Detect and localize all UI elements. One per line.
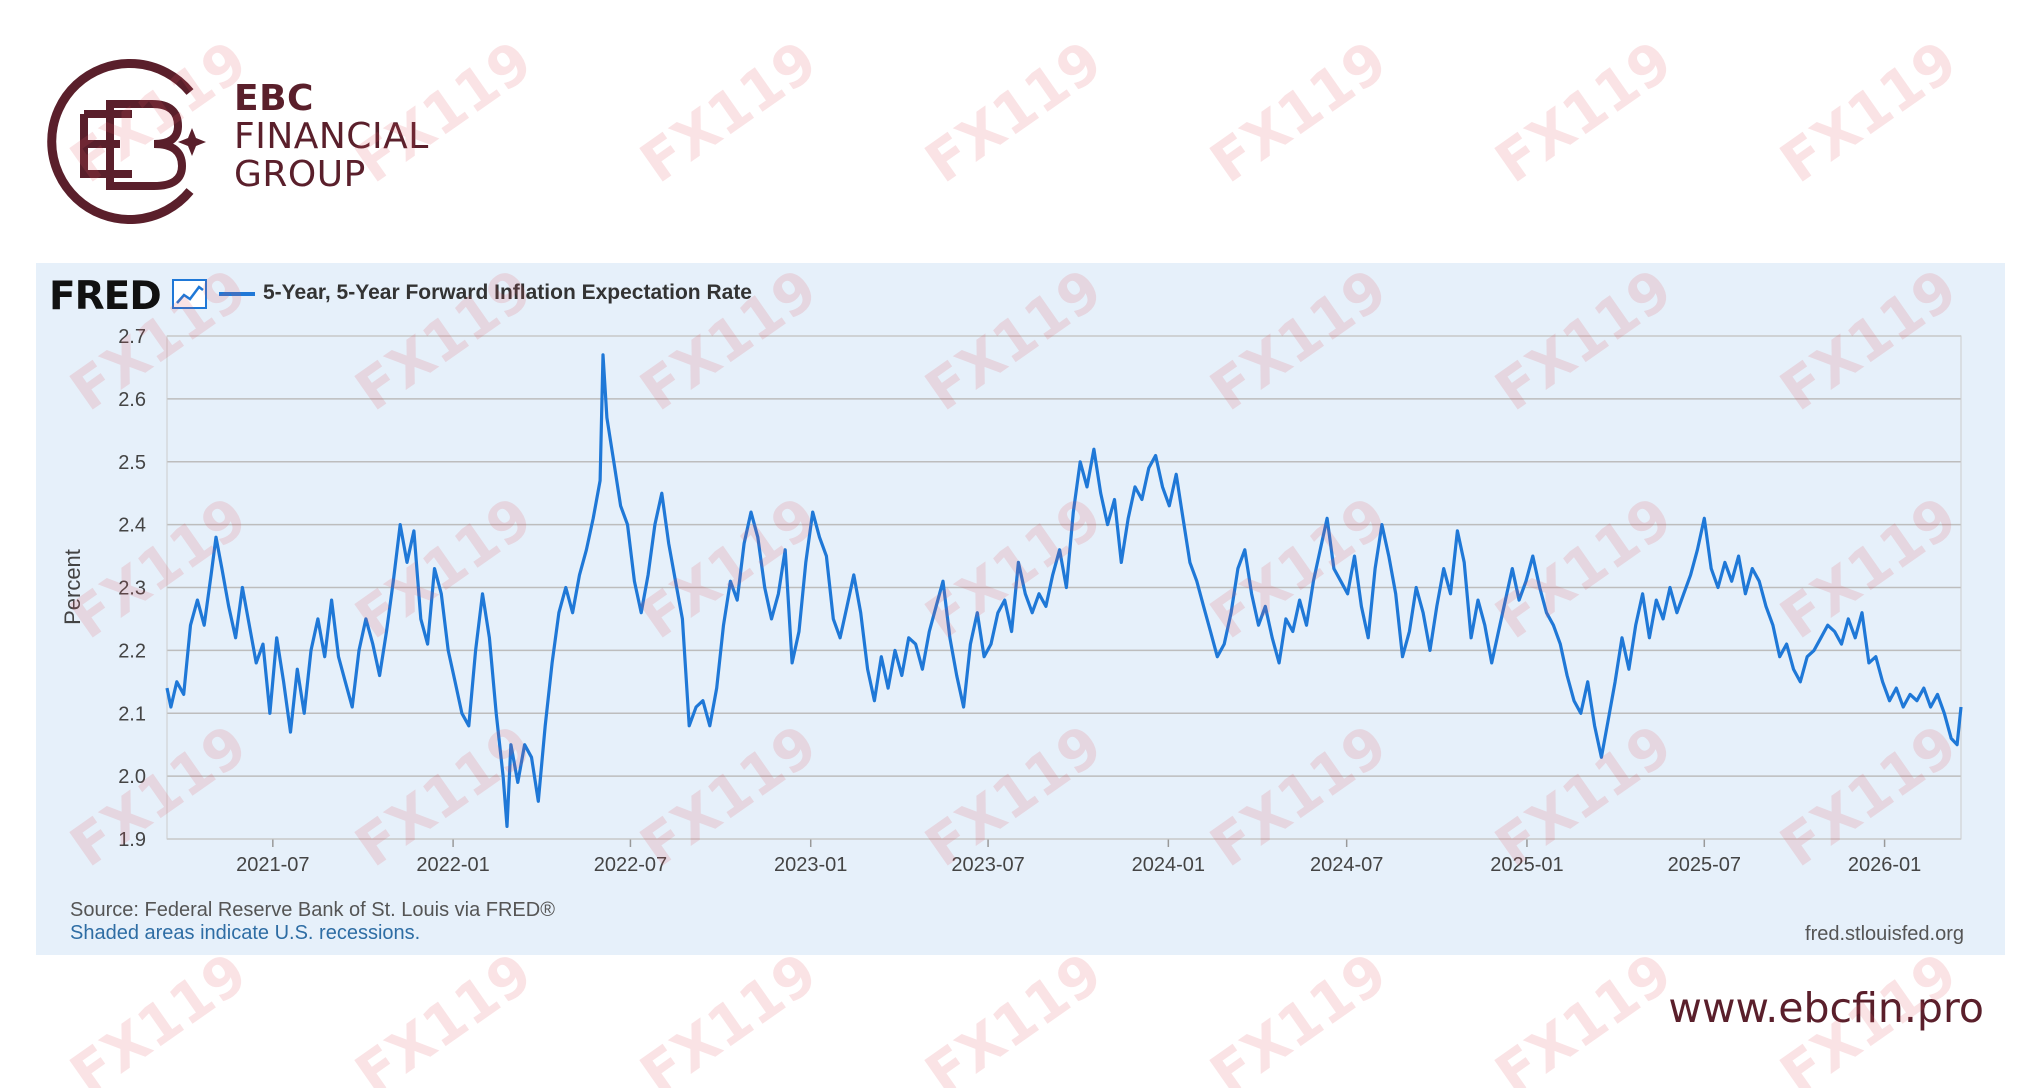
- brand-name-line-3: GROUP: [234, 154, 366, 195]
- ebc-website-url[interactable]: www.ebcfin.pro: [1668, 984, 1984, 1032]
- y-axis-label: Percent: [60, 549, 85, 625]
- grid-lines: [167, 335, 1961, 840]
- x-tick-label: 2025-01: [1490, 854, 1563, 876]
- y-tick-label: 2.2: [118, 640, 146, 662]
- series-line: [165, 353, 1963, 828]
- brand-name-line-2: FINANCIAL: [234, 116, 429, 157]
- y-tick-label: 2.0: [118, 766, 146, 788]
- x-tick-label: 2025-07: [1668, 854, 1741, 876]
- source-note: Source: Federal Reserve Bank of St. Loui…: [70, 899, 555, 921]
- y-tick-label: 2.5: [118, 452, 146, 474]
- plot-frame: [166, 335, 1962, 840]
- legend-label: 5-Year, 5-Year Forward Inflation Expecta…: [263, 281, 752, 304]
- y-tick-label: 2.1: [118, 703, 146, 725]
- y-tick-label: 2.3: [118, 578, 146, 600]
- fred-site-link[interactable]: fred.stlouisfed.org: [1805, 923, 1964, 945]
- brand-name-line-1: EBC: [234, 78, 314, 119]
- x-tick-label: 2023-07: [951, 854, 1024, 876]
- y-tick-label: 2.4: [118, 515, 146, 537]
- fred-logo[interactable]: FRED: [49, 274, 162, 319]
- legend-swatch: [219, 292, 255, 296]
- y-tick-labels: 1.9 2.0 2.1 2.2 2.3 2.4 2.5 2.6 2.7: [118, 326, 146, 851]
- x-tick-label: 2022-07: [594, 854, 667, 876]
- y-tick-label: 2.7: [118, 326, 146, 348]
- x-tick-label: 2021-07: [236, 854, 309, 876]
- x-tick-label: 2024-01: [1132, 854, 1205, 876]
- x-tick-label: 2023-01: [774, 854, 847, 876]
- recession-note-link[interactable]: Shaded areas indicate U.S. recessions.: [70, 922, 421, 944]
- y-tick-label: 1.9: [118, 829, 146, 851]
- ebc-logo: [47, 59, 206, 224]
- y-tick-label: 2.6: [118, 389, 146, 411]
- graph-icon[interactable]: [172, 279, 207, 309]
- x-tick-label: 2024-07: [1310, 854, 1383, 876]
- x-tick-labels: 2021-07 2022-01 2022-07 2023-01 2023-07 2024-…: [236, 839, 1921, 876]
- x-tick-label: 2026-01: [1848, 854, 1921, 876]
- x-tick-label: 2022-01: [416, 854, 489, 876]
